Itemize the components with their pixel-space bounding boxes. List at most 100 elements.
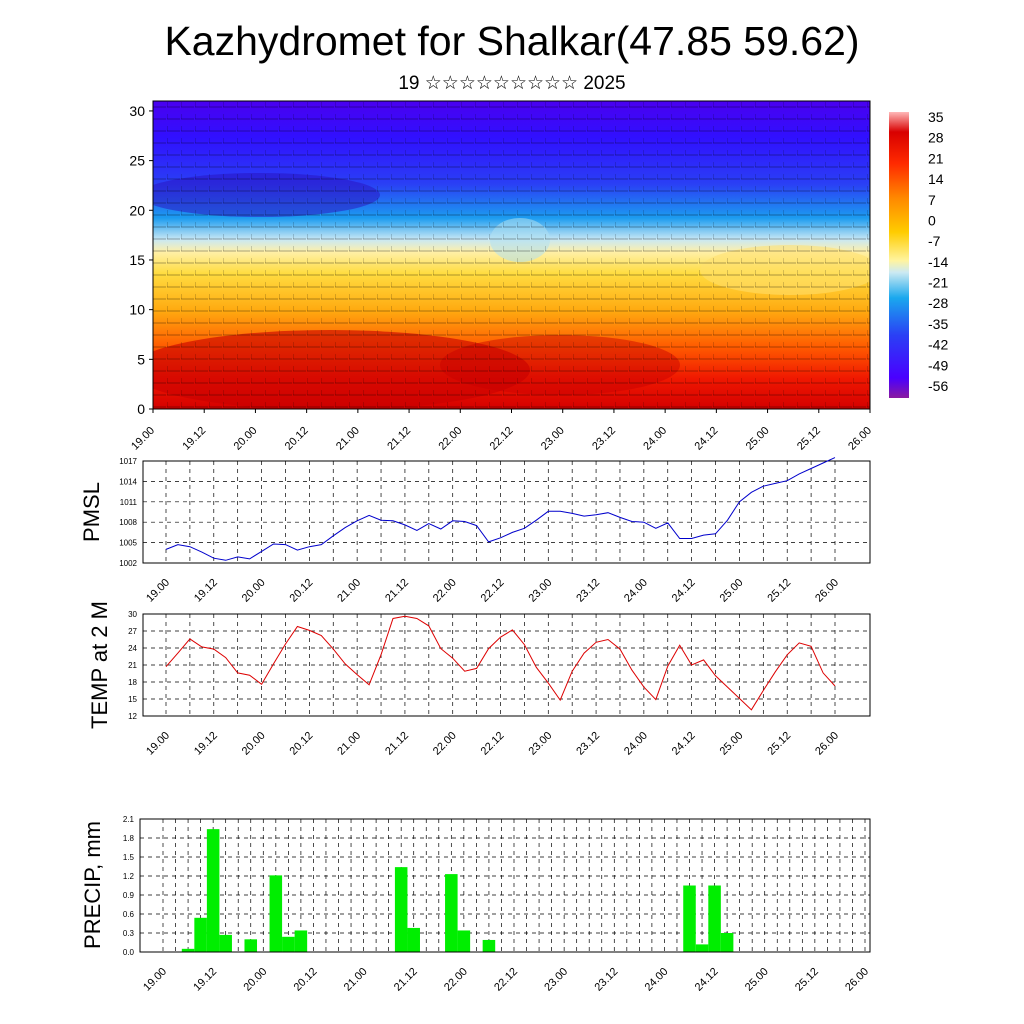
colorbar-label: 21 xyxy=(928,150,944,166)
x-tick-label: 22.00 xyxy=(431,577,459,605)
y-tick-label: 24 xyxy=(128,644,137,653)
x-tick-label: 20.12 xyxy=(288,577,316,605)
y-tick-label: 1.5 xyxy=(123,853,135,862)
x-tick-label: 25.00 xyxy=(743,966,771,994)
colorbar-label: -49 xyxy=(928,357,948,373)
colorbar-label: -42 xyxy=(928,337,948,353)
pmsl-series-line xyxy=(165,457,836,561)
x-tick-label: 19.00 xyxy=(144,577,172,605)
chart-title: Kazhydromet for Shalkar(47.85 59.62) xyxy=(164,18,860,64)
section-x-tick-label: 25.12 xyxy=(795,425,823,453)
y-tick-label: 1008 xyxy=(119,518,137,527)
x-tick-label: 26.00 xyxy=(813,730,841,758)
y-tick-label: 1.8 xyxy=(123,834,135,843)
precip-bar xyxy=(194,917,207,952)
x-tick-label: 26.00 xyxy=(843,966,871,994)
x-tick-label: 19.00 xyxy=(141,966,169,994)
temp-series-line xyxy=(165,615,836,711)
precip-bar xyxy=(394,867,408,952)
colorbar-gradient xyxy=(889,112,909,398)
precip-bar xyxy=(683,885,696,952)
section-x-tick-label: 19.12 xyxy=(180,425,208,453)
x-tick-label: 23.12 xyxy=(574,730,602,758)
precip-bar xyxy=(206,829,220,952)
colorbar-label: 0 xyxy=(928,212,936,228)
pmsl-frame xyxy=(142,460,871,564)
y-tick-label: 0.6 xyxy=(123,910,135,919)
section-y-tick-label: 20 xyxy=(129,202,145,218)
precip-ylabel: PRECIP, mm xyxy=(80,821,105,949)
x-tick-label: 21.00 xyxy=(335,577,363,605)
y-tick-label: 27 xyxy=(128,627,137,636)
x-tick-label: 22.00 xyxy=(431,730,459,758)
x-tick-label: 23.00 xyxy=(542,966,570,994)
section-x-tick-label: 20.12 xyxy=(283,425,311,453)
precip-bar xyxy=(219,934,232,952)
temp-panel: 12 15 18 21 24 27 30 19.00 19.12 20.00 20.12 21.00 2… xyxy=(87,601,871,758)
precip-bar xyxy=(282,936,295,952)
colorbar: 35 28 21 14 7 0 -7 -14 -21 -28 -35 -42 -49 -56 xyxy=(889,109,948,398)
x-tick-label: 21.00 xyxy=(342,966,370,994)
x-tick-label: 19.00 xyxy=(144,730,172,758)
y-tick-label: 30 xyxy=(128,610,137,619)
colorbar-label: 14 xyxy=(928,171,944,187)
precip-frame xyxy=(139,818,871,953)
colorbar-label: -7 xyxy=(928,233,941,249)
x-tick-label: 24.00 xyxy=(622,730,650,758)
x-tick-label: 23.12 xyxy=(574,577,602,605)
precip-bar xyxy=(457,930,471,952)
x-tick-label: 22.00 xyxy=(442,966,470,994)
x-tick-label: 23.00 xyxy=(526,730,554,758)
x-tick-label: 25.12 xyxy=(765,730,793,758)
section-x-tick-label: 19.00 xyxy=(129,425,157,453)
y-tick-label: 1002 xyxy=(119,559,137,568)
section-y-tick-label: 15 xyxy=(129,252,145,268)
precip-bar xyxy=(445,874,458,952)
x-tick-label: 23.12 xyxy=(592,966,620,994)
x-tick-label: 20.12 xyxy=(288,730,316,758)
section-x-tick-label: 24.00 xyxy=(641,425,669,453)
precip-bar xyxy=(482,939,496,952)
pmsl-ylabel: PMSL xyxy=(79,482,104,542)
colorbar-label: 28 xyxy=(928,130,944,146)
y-tick-label: 1017 xyxy=(119,457,137,466)
temp-frame xyxy=(142,613,871,717)
section-x-tick-label: 20.00 xyxy=(232,425,260,453)
y-tick-label: 0.3 xyxy=(123,929,135,938)
x-tick-label: 26.00 xyxy=(813,577,841,605)
x-tick-label: 24.12 xyxy=(693,966,721,994)
x-tick-label: 21.12 xyxy=(392,966,420,994)
y-tick-label: 0.0 xyxy=(123,948,135,957)
section-x-tick-label: 21.00 xyxy=(334,425,362,453)
colorbar-label: -28 xyxy=(928,295,948,311)
section-x-tick-label: 25.00 xyxy=(744,425,772,453)
y-tick-label: 12 xyxy=(128,712,137,721)
precip-bar xyxy=(407,927,420,952)
x-tick-label: 20.00 xyxy=(241,966,269,994)
x-tick-label: 22.12 xyxy=(479,730,507,758)
precip-bar xyxy=(244,939,258,952)
x-tick-label: 21.12 xyxy=(383,577,411,605)
x-tick-label: 24.00 xyxy=(643,966,671,994)
x-tick-label: 21.00 xyxy=(335,730,363,758)
x-tick-label: 24.12 xyxy=(670,577,698,605)
colorbar-label: 35 xyxy=(928,109,944,125)
x-tick-label: 24.12 xyxy=(670,730,698,758)
section-y-tick-label: 25 xyxy=(129,153,145,169)
section-x-tick-label: 22.00 xyxy=(436,425,464,453)
precip-bar xyxy=(708,885,721,952)
y-tick-label: 1011 xyxy=(120,498,138,507)
colorbar-label: -21 xyxy=(928,275,948,291)
precip-bar xyxy=(269,875,283,952)
precip-bar xyxy=(720,933,734,952)
x-tick-label: 25.12 xyxy=(765,577,793,605)
x-tick-label: 22.12 xyxy=(492,966,520,994)
x-tick-label: 20.00 xyxy=(240,730,268,758)
section-x-tick-label: 24.12 xyxy=(693,425,721,453)
x-tick-label: 19.12 xyxy=(192,577,220,605)
precip-bar xyxy=(695,944,709,952)
colorbar-label: 7 xyxy=(928,192,936,208)
wind-barbs-overlay xyxy=(153,101,870,409)
x-tick-label: 24.00 xyxy=(622,577,650,605)
